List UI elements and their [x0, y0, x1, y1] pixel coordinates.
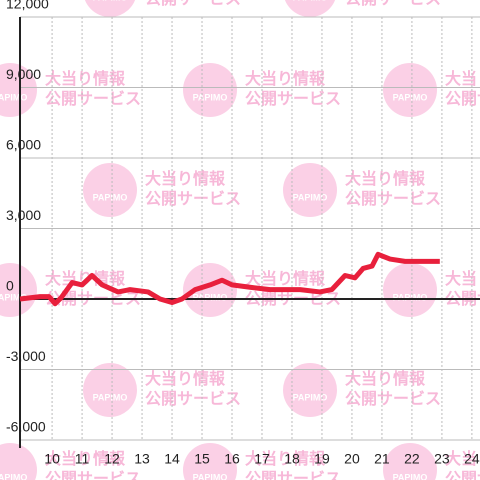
x-tick-label: 23 — [434, 451, 450, 467]
watermark-text: 公開サービス — [345, 0, 441, 8]
watermark-brand: PAPIMO — [93, 192, 128, 202]
watermark-logo — [83, 163, 137, 217]
x-tick-label: 11 — [75, 451, 90, 467]
watermark-logo — [383, 263, 437, 317]
watermark-text: 大当り情報 — [345, 169, 426, 188]
watermark-text: 大当り情報 — [245, 449, 326, 468]
watermark-brand: PAPIMO — [93, 0, 128, 2]
y-tick-label: 12,000 — [6, 0, 49, 12]
y-tick-label: 6,000 — [6, 137, 41, 153]
x-tick-label: 10 — [44, 451, 60, 467]
x-tick-label: 12 — [104, 451, 120, 467]
watermark-text: 公開サービス — [145, 0, 241, 8]
y-tick-label: -6,000 — [6, 419, 46, 435]
y-tick-label: 9,000 — [6, 66, 41, 82]
watermark-logo — [0, 63, 37, 117]
watermark-text: 大当り情報 — [345, 369, 426, 388]
watermark-text: 公開サービス — [245, 90, 341, 108]
watermark-brand: PAPIMO — [193, 92, 228, 102]
watermark-logo — [283, 163, 337, 217]
x-tick-label: 24 — [464, 451, 480, 467]
watermark-text: 大当り情報 — [45, 449, 126, 468]
watermark-text: 公開サービス — [445, 90, 480, 108]
grid — [20, 16, 480, 441]
y-tick-label: -3,000 — [6, 348, 46, 364]
watermark-logo — [383, 443, 437, 480]
watermark-logo — [0, 443, 37, 480]
watermark-text: 大当り情報 — [445, 269, 480, 288]
x-tick-label: 22 — [404, 451, 420, 467]
watermark-text: 公開サービス — [345, 390, 441, 408]
data-line — [19, 251, 440, 307]
watermark-brand: PAPIMO — [93, 392, 128, 402]
plot: -6,000 -3,000 0 3,000 6,000 9,000 12,000 10 11 12… — [6, 0, 480, 467]
watermark-text: 大当り情報 — [245, 269, 326, 288]
watermark-logo — [383, 63, 437, 117]
watermark-brand: PAPIMO — [0, 472, 27, 480]
x-tick-label: 21 — [374, 451, 390, 467]
watermark-brand: PAPIMO — [293, 192, 328, 202]
watermark-text: 公開サービス — [145, 190, 241, 208]
watermark-text: 大当り情報 — [145, 369, 226, 388]
x-tick-label: 19 — [314, 451, 330, 467]
watermark-text: 公開サービス — [45, 90, 141, 108]
watermark-text: 大当り情報 — [445, 449, 480, 468]
y-tick-label: 3,000 — [6, 207, 41, 223]
x-tick-label: 16 — [224, 451, 240, 467]
x-tick-label: 18 — [284, 451, 300, 467]
watermark-brand: PAPIMO — [393, 292, 428, 302]
watermark-brand: PAPIMO — [0, 292, 27, 302]
watermark-brand: PAPIMO — [393, 92, 428, 102]
watermark-brand: PAPIMO — [293, 392, 328, 402]
watermark-logo — [284, 0, 336, 17]
watermark-text: 公開サービス — [45, 470, 141, 480]
watermark-logo — [183, 443, 237, 480]
watermark-logo — [83, 363, 137, 417]
watermark-logo — [84, 0, 136, 17]
watermark-text: 公開サービス — [245, 470, 341, 480]
watermark-brand: PAPIMO — [193, 292, 228, 302]
x-tick-label: 14 — [164, 451, 180, 467]
watermark-brand: PAPIMO — [193, 472, 228, 480]
watermark-text: 大当り情報 — [245, 69, 326, 88]
watermark-text: 大当り情報 — [45, 69, 126, 88]
watermark-brand: PAPIMO — [293, 0, 328, 2]
x-tick-label: 13 — [134, 451, 150, 467]
watermark-text: 公開サービス — [445, 470, 480, 480]
watermark-logo — [0, 263, 37, 317]
watermark-brand: PAPIMO — [0, 92, 27, 102]
x-tick-label: 17 — [254, 451, 270, 467]
watermark-logo — [183, 263, 237, 317]
watermark-logo — [183, 63, 237, 117]
watermark-logo — [283, 363, 337, 417]
watermark-text: 大当り情報 — [145, 169, 226, 188]
x-tick-label: 15 — [194, 451, 210, 467]
y-tick-label: 0 — [6, 278, 14, 294]
x-tick-label: 20 — [344, 451, 360, 467]
watermark-text: 公開サービス — [145, 390, 241, 408]
watermark-text: 大当り情報 — [445, 69, 480, 88]
watermark-brand: PAPIMO — [393, 472, 428, 480]
watermark-text: 公開サービス — [345, 190, 441, 208]
